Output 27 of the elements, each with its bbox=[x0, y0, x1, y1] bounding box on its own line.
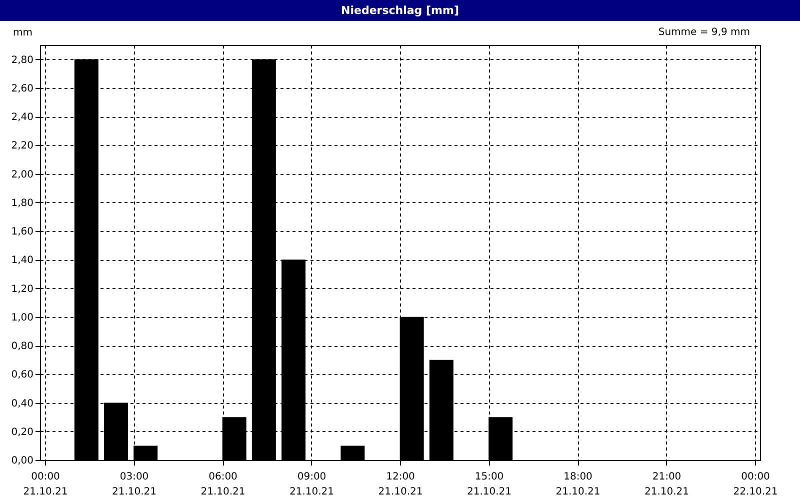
x-tick-label: 15:00 21.10.21 bbox=[466, 472, 512, 498]
y-tick-label: 2,00 bbox=[11, 169, 34, 180]
y-tick-label: 0,60 bbox=[11, 370, 34, 381]
x-tick-label: 09:00 21.10.21 bbox=[289, 472, 334, 498]
y-tick-label: 2,20 bbox=[11, 140, 34, 152]
y-tick-label: 0,80 bbox=[11, 341, 34, 352]
y-axis-title: mm bbox=[13, 28, 32, 38]
x-tick-label: 00:00 22.10.21 bbox=[733, 472, 778, 498]
x-tick-label: 18:00 21.10.21 bbox=[556, 472, 600, 498]
chart-title: Niederschlag [mm] bbox=[341, 4, 459, 17]
y-tick-label: 0,00 bbox=[11, 456, 34, 466]
y-tick-label: 0,40 bbox=[11, 398, 34, 410]
text: Summe = 9,9 mm bbox=[658, 27, 750, 38]
y-tick-label: 0,20 bbox=[11, 426, 34, 438]
y-tick-label: 1,60 bbox=[11, 226, 34, 238]
y-tick-label: 1,20 bbox=[11, 284, 34, 295]
y-tick-label: 2,40 bbox=[11, 112, 34, 124]
x-tick-label: 00:00 21.10.21 bbox=[23, 472, 68, 498]
y-tick-label: 2,60 bbox=[11, 83, 34, 94]
x-tick-label: 06:00 21.10.21 bbox=[200, 472, 246, 498]
x-tick-label: 12:00 21.10.21 bbox=[378, 472, 423, 498]
y-tick-label: 1,40 bbox=[11, 255, 34, 266]
x-tick-label: 21:00 21.10.21 bbox=[644, 472, 690, 498]
y-tick-label: 1,80 bbox=[11, 198, 34, 209]
y-tick-label: 1,00 bbox=[11, 312, 34, 324]
x-tick-label: 03:00 21.10.21 bbox=[112, 472, 157, 498]
y-tick-label: 2,80 bbox=[11, 54, 34, 66]
